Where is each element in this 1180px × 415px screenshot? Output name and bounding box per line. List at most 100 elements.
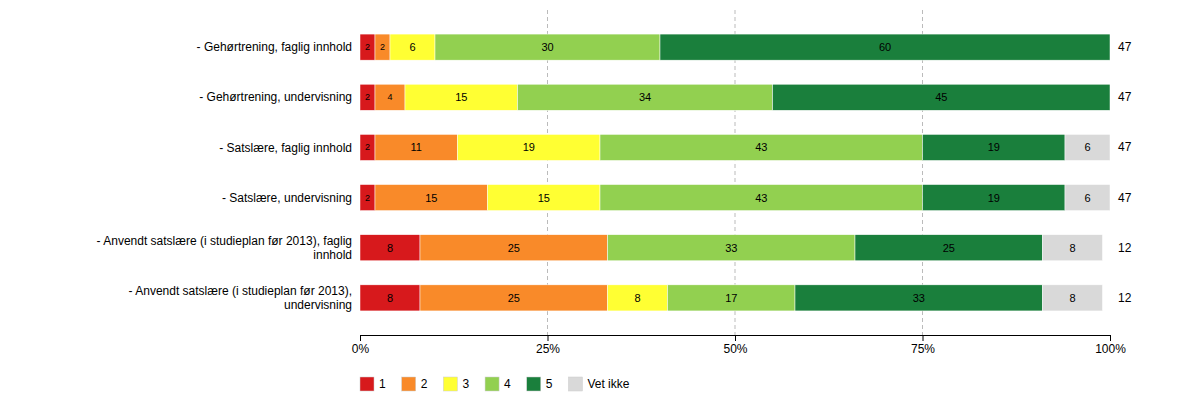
legend: 1 2 3 4 5 Vet ikke — [360, 377, 630, 391]
data-label: 15 — [538, 192, 550, 204]
bar-segment — [600, 185, 923, 211]
data-label: 2 — [380, 42, 385, 52]
category-label: - Satslære, faglig innhold — [219, 141, 352, 155]
data-label: 30 — [541, 41, 553, 53]
data-label: 33 — [725, 242, 737, 254]
bar-segment — [1043, 235, 1103, 261]
x-tick-label: 25% — [536, 342, 560, 356]
bar-segment — [435, 34, 660, 60]
x-tick-label: 0% — [352, 342, 370, 356]
category-label: - Gehørtrening, faglig innhold — [197, 40, 352, 54]
x-tick: 25% — [536, 335, 560, 356]
bars — [360, 34, 1110, 311]
data-label: 6 — [1084, 141, 1090, 153]
chart: 2222882411152525615191583034434333176045… — [0, 0, 1180, 415]
bar-segment — [360, 134, 375, 160]
n-value: 12 — [1118, 241, 1132, 255]
legend-label: Vet ikke — [587, 377, 629, 391]
legend-swatch — [485, 377, 499, 391]
data-label: 6 — [409, 41, 415, 53]
legend-label: 2 — [421, 377, 428, 391]
data-label: 6 — [1084, 192, 1090, 204]
data-label: 33 — [913, 292, 925, 304]
data-label: 34 — [639, 91, 651, 103]
bar-segment — [375, 134, 458, 160]
x-tick: 0% — [352, 335, 370, 356]
bar-segment — [518, 84, 773, 110]
data-label: 15 — [455, 91, 467, 103]
category-label: - Anvendt satslære (i studieplan før 201… — [97, 234, 352, 262]
data-label: 8 — [387, 292, 393, 304]
bar-segment — [773, 84, 1111, 110]
category-labels: - Gehørtrening, faglig innhold- Gehørtre… — [97, 40, 352, 312]
n-values: 474747471212 — [1118, 40, 1132, 305]
bar-segment — [420, 235, 608, 261]
data-label: 8 — [1069, 292, 1075, 304]
bar-segment — [1065, 185, 1110, 211]
bar-segment — [420, 285, 608, 311]
data-label: 19 — [523, 141, 535, 153]
x-tick-mark — [360, 335, 361, 341]
bar-segment — [390, 34, 435, 60]
bar-segment — [488, 185, 601, 211]
legend-swatch — [402, 377, 416, 391]
n-value: 12 — [1118, 291, 1132, 305]
data-label: 15 — [425, 192, 437, 204]
bar-segment — [405, 84, 518, 110]
data-labels: 2222882411152525615191583034434333176045… — [365, 41, 1091, 304]
legend-swatch — [568, 377, 582, 391]
legend-swatch — [527, 377, 541, 391]
bar-segment — [608, 235, 856, 261]
data-label: 2 — [365, 42, 370, 52]
n-value: 47 — [1118, 40, 1132, 54]
x-tick-label: 50% — [723, 342, 747, 356]
bar-segment — [360, 84, 375, 110]
bar-segment — [360, 235, 420, 261]
data-label: 43 — [755, 192, 767, 204]
bar-segment — [660, 34, 1110, 60]
legend-label: 1 — [379, 377, 386, 391]
x-tick-label: 100% — [1095, 342, 1126, 356]
category-label: - Anvendt satslære (i studieplan før 201… — [129, 284, 352, 312]
bar-segment — [600, 134, 923, 160]
x-tick-mark — [923, 335, 924, 341]
x-axis-line — [361, 336, 1111, 342]
bar-segment — [923, 185, 1066, 211]
data-label: 43 — [755, 141, 767, 153]
data-label: 19 — [988, 192, 1000, 204]
legend-item: Vet ikke — [568, 377, 629, 391]
data-label: 8 — [1069, 242, 1075, 254]
bar-segment — [1043, 285, 1103, 311]
legend-item: 4 — [485, 377, 511, 391]
legend-item: 3 — [443, 377, 469, 391]
data-label: 4 — [387, 92, 392, 102]
data-label: 60 — [879, 41, 891, 53]
bar-segment — [375, 84, 405, 110]
n-value: 47 — [1118, 90, 1132, 104]
bar-segment — [375, 185, 488, 211]
data-label: 2 — [365, 142, 370, 152]
data-label: 8 — [387, 242, 393, 254]
legend-label: 3 — [462, 377, 469, 391]
x-tick-mark — [548, 335, 549, 341]
x-tick-mark — [735, 335, 736, 341]
legend-item: 2 — [402, 377, 428, 391]
n-value: 47 — [1118, 191, 1132, 205]
data-label: 25 — [508, 292, 520, 304]
bar-segment — [855, 235, 1043, 261]
legend-item: 5 — [527, 377, 553, 391]
data-label: 19 — [988, 141, 1000, 153]
bar-segment — [608, 285, 668, 311]
plot: 2222882411152525615191583034434333176045… — [97, 10, 1132, 391]
legend-swatch — [360, 377, 374, 391]
x-tick: 100% — [1095, 335, 1126, 356]
bar-segment — [360, 185, 375, 211]
data-label: 2 — [365, 193, 370, 203]
data-label: 45 — [935, 91, 947, 103]
legend-item: 1 — [360, 377, 386, 391]
data-label: 11 — [411, 141, 422, 153]
bar-segment — [795, 285, 1043, 311]
x-tick-mark — [1110, 335, 1111, 341]
category-label: - Satslære, undervisning — [222, 191, 352, 205]
data-label: 8 — [634, 292, 640, 304]
